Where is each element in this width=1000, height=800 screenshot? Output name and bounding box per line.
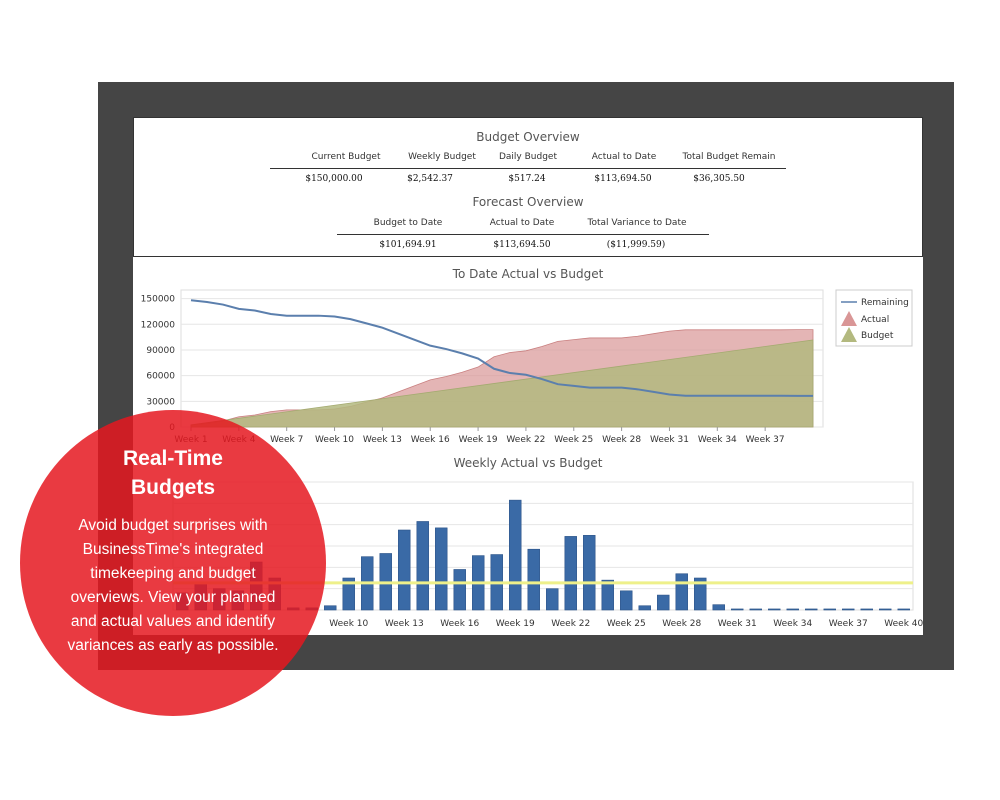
todate-y-tick-label: 60000 — [146, 372, 175, 382]
forecast-overview-title: Forecast Overview — [472, 195, 584, 209]
weekly-bar — [860, 608, 873, 611]
callout-text: Avoid budget surprises with BusinessTime… — [67, 517, 279, 654]
weekly-x-tick-label: Week 22 — [551, 619, 590, 629]
weekly-bar — [657, 594, 670, 611]
weekly-bar — [453, 569, 466, 611]
todate-x-tick-label: Week 19 — [459, 435, 498, 445]
todate-x-tick-label: Week 37 — [746, 435, 785, 445]
todate-y-tick-label: 150000 — [141, 295, 176, 305]
weekly-bar — [805, 608, 818, 611]
budget-header-weekly: Weekly Budget — [408, 152, 476, 162]
remaining-line — [190, 299, 813, 397]
legend-budget-swatch — [841, 327, 857, 342]
budget-header-daily: Daily Budget — [498, 152, 557, 162]
legend-label-budget: Budget — [861, 331, 894, 341]
weekly-x-tick-label: Week 28 — [662, 619, 701, 629]
callout-title-line1: Real-Time — [123, 447, 223, 470]
weekly-x-tick-label: Week 16 — [440, 619, 479, 629]
weekly-bar — [768, 608, 781, 611]
forecast-header-budget: Budget to Date — [373, 218, 443, 228]
callout-title-line2: Budgets — [131, 476, 215, 499]
budget-value-current: $150,000.00 — [305, 174, 363, 184]
legend-label-remaining: Remaining — [861, 298, 909, 308]
todate-x-tick-label: Week 34 — [698, 435, 737, 445]
todate-x-tick-label: Week 31 — [650, 435, 689, 445]
budget-header-remain: Total Budget Remain — [682, 152, 776, 162]
budget-header-rule — [270, 168, 786, 169]
weekly-bar — [638, 605, 651, 611]
forecast-header-variance: Total Variance to Date — [587, 218, 687, 228]
weekly-bar — [342, 577, 355, 611]
forecast-value-actual: $113,694.50 — [493, 240, 551, 250]
todate-y-tick-label: 30000 — [146, 397, 175, 407]
weekly-bar — [546, 588, 559, 611]
legend-actual-swatch — [841, 311, 857, 326]
weekly-x-tick-label: Week 19 — [496, 619, 535, 629]
budget-value-weekly: $2,542.37 — [407, 174, 453, 184]
weekly-x-tick-label: Week 31 — [718, 619, 757, 629]
budget-value-actual: $113,694.50 — [594, 174, 652, 184]
weekly-bar — [416, 521, 429, 611]
todate-x-tick-label: Week 22 — [506, 435, 545, 445]
weekly-bar — [879, 608, 892, 611]
budget-overview-title: Budget Overview — [476, 130, 580, 144]
todate-chart-title: To Date Actual vs Budget — [452, 267, 604, 281]
callout-title: Real-Time Budgets — [20, 444, 326, 502]
budget-value-remain: $36,305.50 — [693, 174, 745, 184]
report-window: Budget Overview Current Budget Weekly Bu… — [133, 117, 923, 635]
forecast-header-actual: Actual to Date — [489, 218, 555, 228]
weekly-bar — [601, 579, 614, 611]
weekly-x-tick-label: Week 34 — [773, 619, 812, 629]
todate-x-tick-label: Week 25 — [554, 435, 593, 445]
todate-y-tick-label: 90000 — [146, 346, 175, 356]
forecast-value-budget: $101,694.91 — [379, 240, 437, 250]
todate-y-tick-label: 120000 — [141, 320, 176, 330]
weekly-x-tick-label: Week 13 — [385, 619, 424, 629]
weekly-bar — [564, 536, 577, 611]
weekly-bar — [398, 529, 411, 611]
legend-label-actual: Actual — [861, 315, 889, 325]
weekly-bar — [786, 608, 799, 611]
forecast-header-rule — [337, 234, 709, 235]
weekly-x-tick-label: Week 37 — [829, 619, 868, 629]
weekly-bar — [712, 604, 725, 611]
todate-x-tick-label: Week 16 — [411, 435, 450, 445]
weekly-bar — [749, 608, 762, 611]
weekly-bar — [620, 590, 633, 611]
weekly-x-tick-label: Week 40 — [884, 619, 923, 629]
todate-x-tick-label: Week 7 — [270, 435, 303, 445]
weekly-x-tick-label: Week 10 — [329, 619, 368, 629]
weekly-bar — [897, 608, 910, 611]
weekly-bar — [435, 527, 448, 611]
weekly-chart-title: Weekly Actual vs Budget — [453, 456, 603, 470]
weekly-bar — [583, 535, 596, 611]
weekly-bar — [324, 605, 337, 611]
weekly-bar — [823, 608, 836, 611]
overview-panel: Budget Overview Current Budget Weekly Bu… — [133, 117, 923, 257]
budget-header-actual: Actual to Date — [591, 152, 657, 162]
budget-value-daily: $517.24 — [508, 174, 546, 184]
weekly-bar — [509, 499, 522, 611]
budget-header-current: Current Budget — [311, 152, 381, 162]
weekly-bar — [731, 608, 744, 611]
forecast-value-variance: ($11,999.59) — [606, 240, 666, 250]
weekly-bar — [527, 548, 540, 611]
todate-x-tick-label: Week 10 — [315, 435, 354, 445]
todate-x-tick-label: Week 28 — [602, 435, 641, 445]
feature-callout: Real-Time Budgets Avoid budget surprises… — [20, 410, 326, 716]
todate-x-tick-label: Week 13 — [363, 435, 402, 445]
weekly-x-tick-label: Week 25 — [607, 619, 646, 629]
weekly-bar — [842, 608, 855, 611]
weekly-bar — [675, 573, 688, 611]
weekly-bar — [694, 577, 707, 611]
